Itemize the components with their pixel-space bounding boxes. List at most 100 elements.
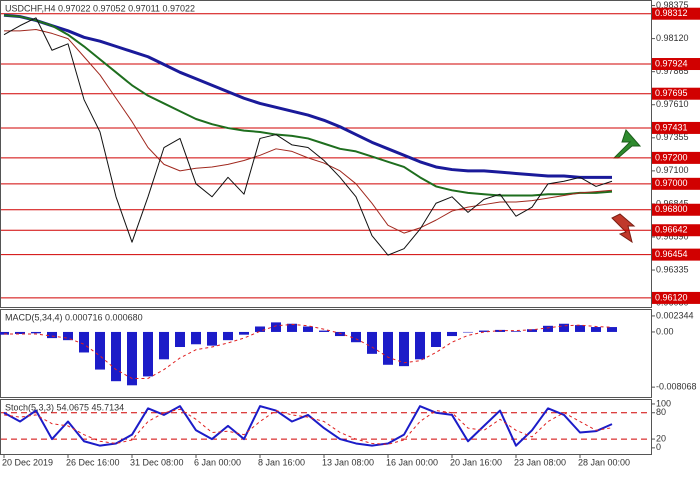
histogram-bar xyxy=(143,331,153,377)
level-badge xyxy=(652,203,700,216)
panel-title: USDCHF,H4 0.97022 0.97052 0.97011 0.9702… xyxy=(5,3,195,13)
histogram-bar xyxy=(223,331,233,341)
y-tick-label: 0.97610 xyxy=(656,99,689,109)
panel-title: Stoch(5,3,3) 54.0675 45.7134 xyxy=(5,402,124,412)
y-tick-label: 0.96845 xyxy=(656,198,689,208)
price-panel xyxy=(0,0,652,308)
histogram-bar xyxy=(239,331,249,335)
x-tick-label: 20 Dec 2019 xyxy=(2,457,53,467)
up-arrow xyxy=(612,129,642,159)
level-badge xyxy=(652,177,700,190)
level-label: 0.96800 xyxy=(655,204,688,214)
histogram-bar xyxy=(207,331,217,346)
histogram-bar xyxy=(319,330,329,332)
y-tick-label: 0.98375 xyxy=(656,0,689,10)
histogram-bar xyxy=(95,331,105,370)
histogram-bar xyxy=(63,331,73,341)
x-tick-label: 26 Dec 16:00 xyxy=(66,457,120,467)
x-tick-label: 13 Jan 08:00 xyxy=(322,457,374,467)
level-badge xyxy=(652,7,700,20)
histogram-bar xyxy=(335,331,345,337)
histogram-bar xyxy=(559,323,569,332)
level-badge xyxy=(652,248,700,261)
series-line xyxy=(3,408,613,445)
level-label: 0.97695 xyxy=(655,88,688,98)
x-tick-label: 6 Jan 00:00 xyxy=(194,457,241,467)
histogram-bar xyxy=(463,331,473,333)
y-tick-label: 0.97865 xyxy=(656,66,689,76)
down-arrow xyxy=(611,213,636,244)
series-line xyxy=(3,13,612,179)
y-tick-label: 0.97100 xyxy=(656,165,689,175)
histogram-bar xyxy=(31,331,41,334)
level-label: 0.97000 xyxy=(655,178,688,188)
histogram-bar xyxy=(575,325,585,332)
x-tick-label: 28 Jan 00:00 xyxy=(578,457,630,467)
histogram-bar xyxy=(127,331,137,386)
histogram-bar xyxy=(191,331,201,345)
y-tick-label: 100 xyxy=(656,398,671,408)
series-line xyxy=(3,17,613,256)
level-label: 0.97924 xyxy=(655,58,688,68)
histogram-bar xyxy=(543,325,553,332)
panel-title: MACD(5,34,4) 0.000716 0.000680 xyxy=(5,312,143,322)
y-tick-label: 0 xyxy=(656,442,661,452)
level-label: 0.96120 xyxy=(655,292,688,302)
histogram-bar xyxy=(175,331,185,348)
histogram-bar xyxy=(111,331,121,382)
y-tick-label: 0.00 xyxy=(656,326,674,336)
y-tick-label: 80 xyxy=(656,407,666,417)
x-tick-label: 20 Jan 16:00 xyxy=(450,457,502,467)
series-line xyxy=(3,14,613,197)
panel-0: 0.98375 0.98120 0.97865 0.97610 0.97355 0.971… xyxy=(1,0,700,467)
series-line xyxy=(3,405,613,447)
level-badge xyxy=(652,87,700,100)
histogram-bar xyxy=(607,327,617,332)
histogram-bar xyxy=(367,331,377,354)
level-badge xyxy=(652,291,700,304)
level-label: 0.97200 xyxy=(655,152,688,162)
histogram-bar xyxy=(415,331,425,360)
y-tick-label: 0.97355 xyxy=(656,132,689,142)
histogram-bar xyxy=(159,331,169,360)
level-badge xyxy=(652,58,700,71)
level-badge xyxy=(652,151,700,164)
histogram-bar xyxy=(271,322,281,332)
x-tick-label: 31 Dec 08:00 xyxy=(130,457,184,467)
histogram-bar xyxy=(591,327,601,332)
y-tick-label: 0.002344 xyxy=(656,310,694,320)
histogram-bar xyxy=(511,331,521,332)
histogram-bar xyxy=(351,331,361,343)
series-line xyxy=(4,29,613,234)
x-tick-label: 16 Jan 00:00 xyxy=(386,457,438,467)
level-label: 0.98312 xyxy=(655,8,688,18)
histogram-bar xyxy=(79,331,89,353)
histogram-bar xyxy=(47,331,57,339)
stoch-panel xyxy=(0,399,652,455)
histogram-bar xyxy=(15,331,25,335)
level-label: 0.96454 xyxy=(655,249,688,259)
histogram-bar xyxy=(287,323,297,332)
level-badge xyxy=(652,224,700,237)
level-label: 0.97431 xyxy=(655,122,688,132)
y-tick-label: 0.98120 xyxy=(656,33,689,43)
histogram-bar xyxy=(527,329,537,332)
panel-1: 0.002344 0.00 -0.008068 MACD(5,34,4) 0.0007… xyxy=(0,310,697,392)
level-badge xyxy=(652,121,700,134)
series-line xyxy=(4,323,613,379)
histogram-bar xyxy=(303,326,313,332)
y-tick-label: 0.96590 xyxy=(656,231,689,241)
histogram-bar xyxy=(447,331,457,337)
level-label: 0.96642 xyxy=(655,225,688,235)
x-tick-label: 8 Jan 16:00 xyxy=(258,457,305,467)
histogram-bar xyxy=(383,331,393,365)
histogram-bar xyxy=(431,331,441,348)
histogram-bar xyxy=(0,331,9,335)
histogram-bar xyxy=(479,330,489,332)
histogram-bar xyxy=(255,326,265,332)
macd-panel xyxy=(0,309,652,398)
y-tick-label: 20 xyxy=(656,433,666,443)
